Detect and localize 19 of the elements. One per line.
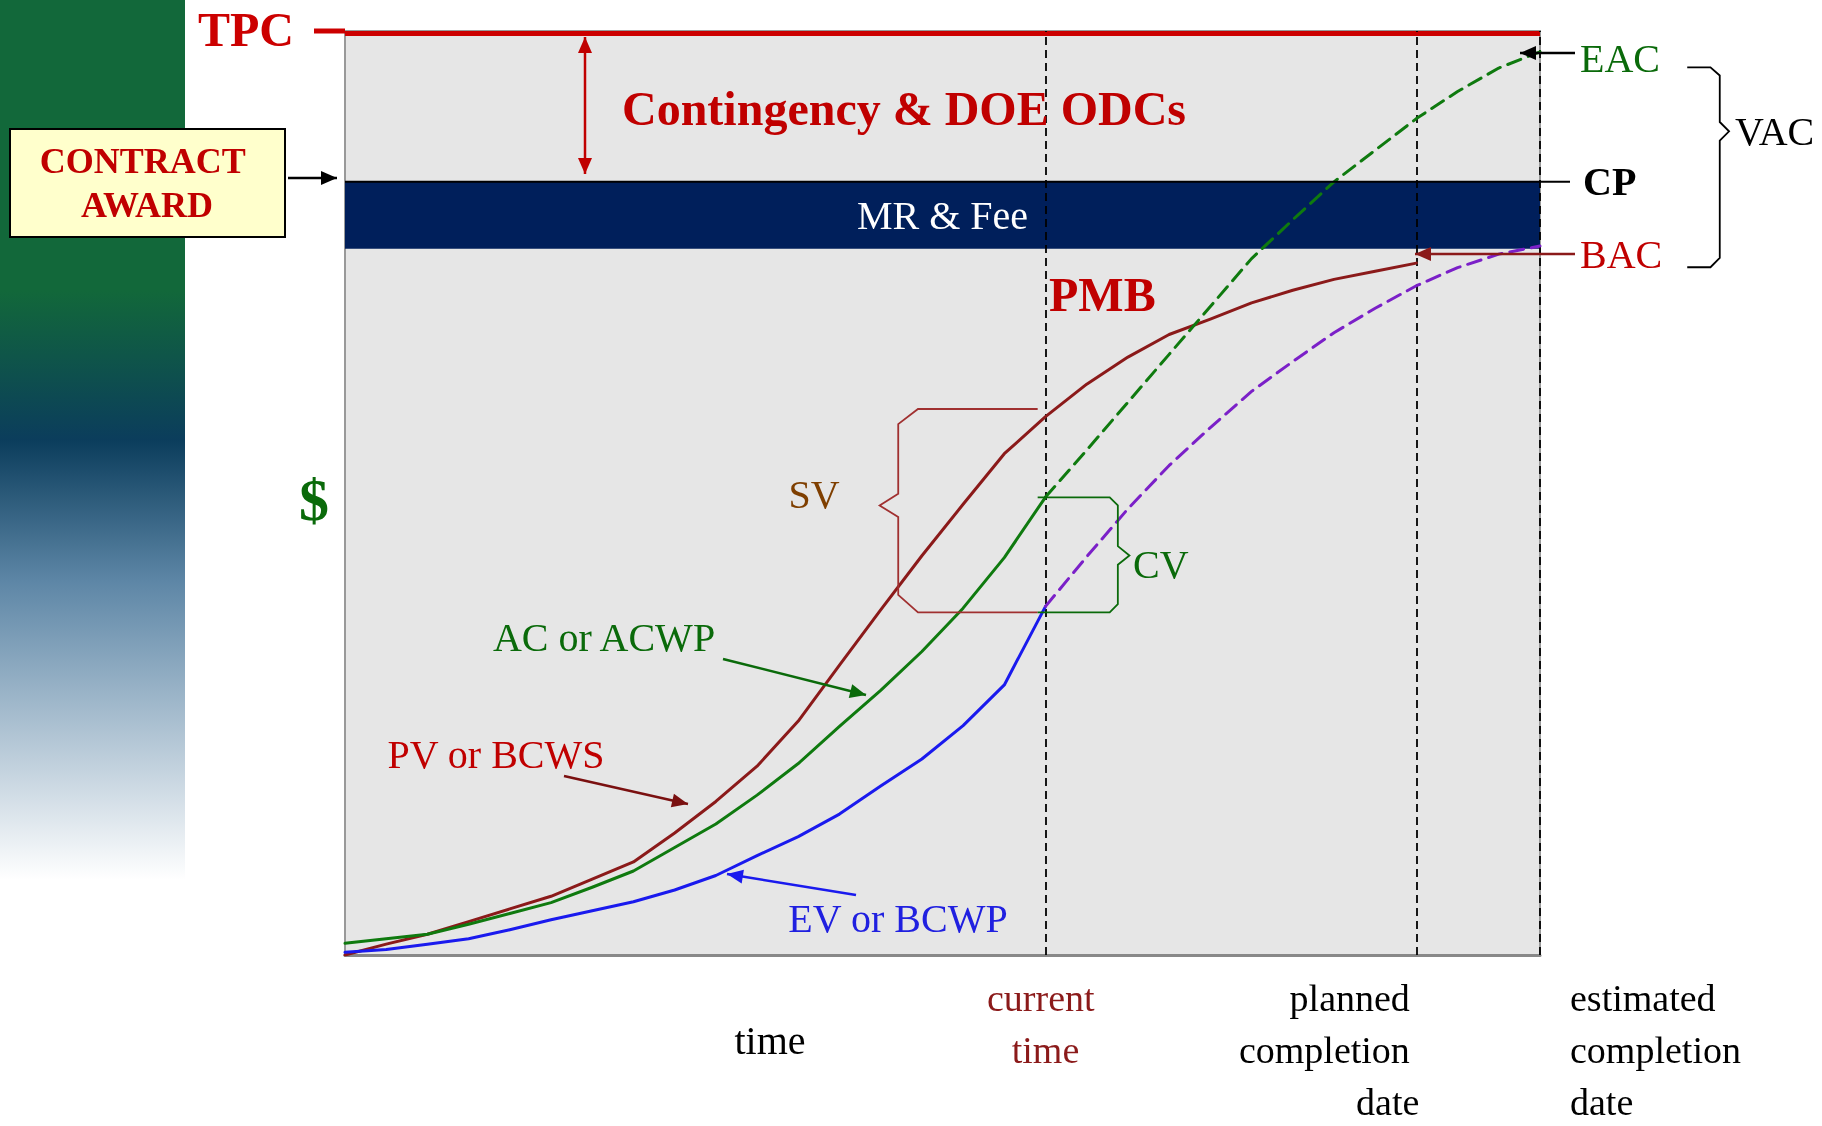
text: current time [986,977,1105,1071]
annotation: PMB [1049,267,1156,321]
band-label: MR & Fee [856,192,1029,238]
text: planned completion date [1238,977,1420,1123]
annotation: Contingency & DOE ODCs [622,81,1187,135]
y-axis-title: $ [299,467,329,533]
ref-line-label: CP [1583,159,1637,205]
text: VAC [1735,108,1815,154]
x-axis-title: time [734,1017,806,1063]
annotation: SV [788,471,840,517]
annotation: CV [1133,541,1189,587]
annotation: AC or ACWP [492,614,716,660]
text: BAC [1580,231,1663,277]
text: estimated completion date [1570,977,1751,1123]
text: CONTRACT AWARD [39,141,255,225]
annotation: PV or BCWS [387,731,605,777]
annotation: EV or BCWP [788,895,1008,941]
text: EAC [1580,35,1660,81]
ref-line-label: TPC [198,2,294,56]
